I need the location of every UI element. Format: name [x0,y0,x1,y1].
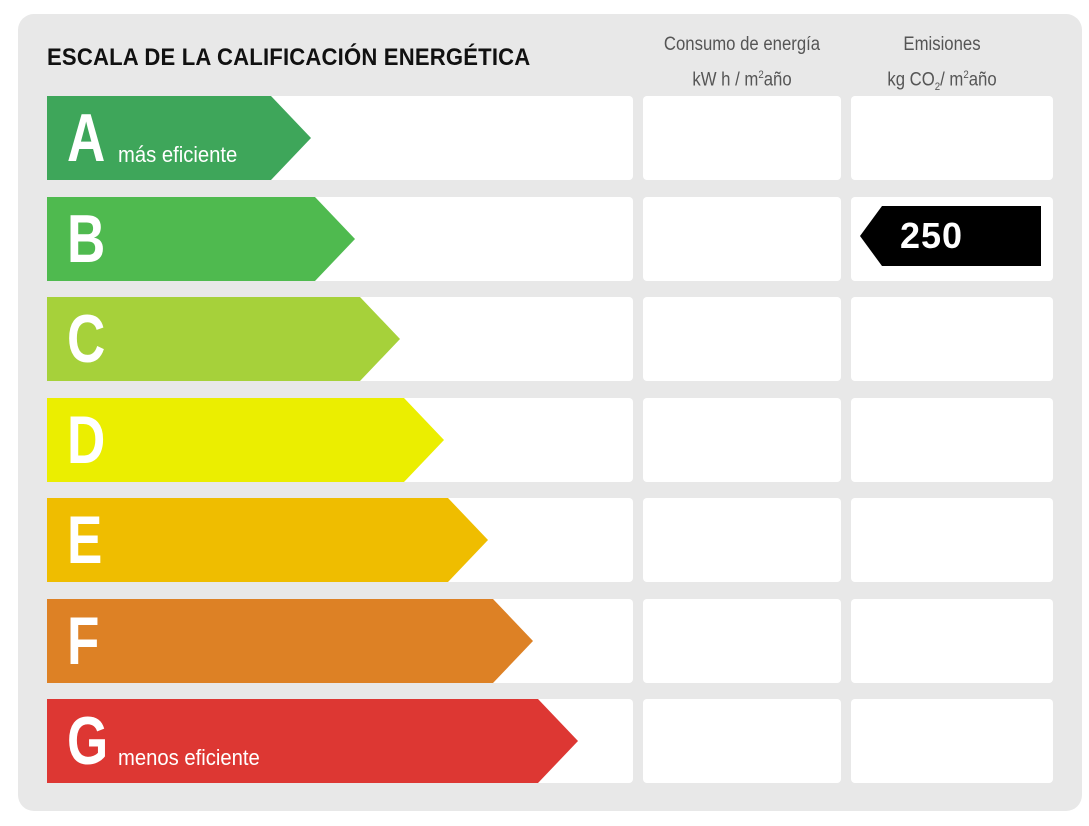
emisiones-cell-d [851,398,1053,482]
band-f: F [47,599,533,683]
consumo-cell-f [643,599,841,683]
band-letter: F [67,603,100,679]
emisiones-cell-c [851,297,1053,381]
consumo-header-line1: Consumo de energía [663,34,821,55]
consumo-cell-e [643,498,841,582]
emisiones-cell-e [851,498,1053,582]
consumo-column-header: Consumo de energía kW h / m2año [655,30,829,95]
band-label: menos eficiente [118,745,260,770]
emisiones-cell-f [851,599,1053,683]
band-letter: D [67,402,106,478]
consumo-cell-c [643,297,841,381]
band-label: más eficiente [118,142,238,167]
band-e: E [47,498,488,582]
consumo-cell-d [643,398,841,482]
band-d: D [47,398,444,482]
band-c: C [47,297,400,381]
consumo-cell-a [643,96,841,180]
band-letter: B [67,201,106,277]
band-letter: G [67,703,109,779]
band-letter: A [67,100,106,176]
emisiones-header-line2: kg CO2/ m2año [887,69,997,94]
energy-scale-title: ESCALA DE LA CALIFICACIÓN ENERGÉTICA [47,44,531,71]
emisiones-cell-g [851,699,1053,783]
consumo-cell-g [643,699,841,783]
consumo-cell-b [643,197,841,281]
emisiones-header-line1: Emisiones [903,34,981,55]
consumo-header-line2: kW h / m2año [692,69,792,91]
band-letter: E [67,502,103,578]
emisiones-cell-a [851,96,1053,180]
emisiones-column-header: Emisiones kg CO2/ m2año [862,30,1022,102]
emisiones-rating-marker: 250 [860,206,1041,266]
band-letter: C [67,301,106,377]
emisiones-rating-value: 250 [900,215,964,256]
band-b: B [47,197,355,281]
